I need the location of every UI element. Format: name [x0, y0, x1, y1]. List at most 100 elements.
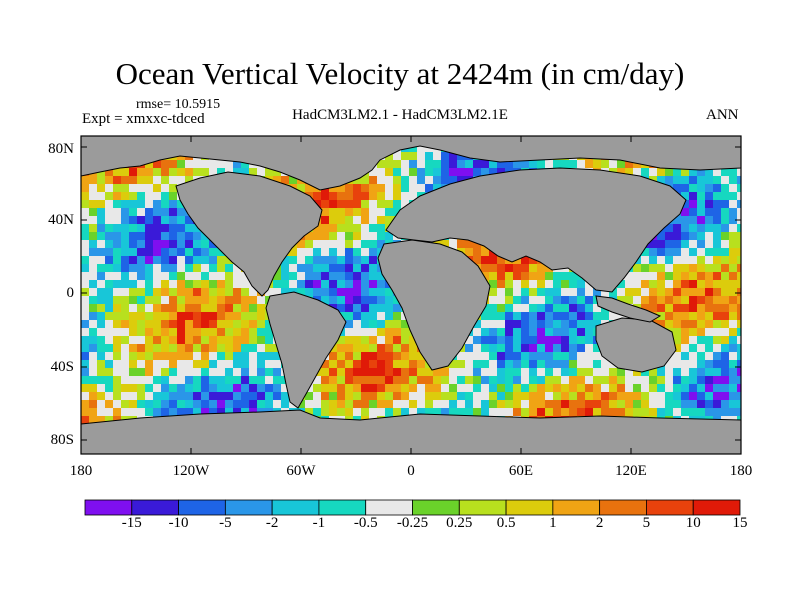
field-cell: [537, 408, 546, 417]
field-cell: [153, 360, 162, 369]
field-cell: [401, 168, 410, 177]
field-cell: [617, 376, 626, 385]
field-cell: [577, 336, 586, 345]
field-cell: [465, 368, 474, 377]
field-cell: [697, 232, 706, 241]
field-cell: [225, 360, 234, 369]
field-cell: [489, 352, 498, 361]
field-cell: [481, 384, 490, 393]
field-cell: [353, 288, 362, 297]
field-cell: [345, 192, 354, 201]
field-cell: [281, 384, 290, 393]
field-cell: [361, 296, 370, 305]
colorbar-label: -15: [121, 515, 142, 531]
field-cell: [625, 408, 634, 417]
field-cell: [545, 304, 554, 313]
field-cell: [449, 360, 458, 369]
field-cell: [369, 176, 378, 185]
field-cell: [329, 376, 338, 385]
field-cell: [113, 368, 122, 377]
field-cell: [129, 400, 138, 409]
field-cell: [193, 336, 202, 345]
field-cell: [169, 240, 178, 249]
field-cell: [465, 344, 474, 353]
field-cell: [385, 296, 394, 305]
field-cell: [97, 200, 106, 209]
field-cell: [577, 296, 586, 305]
field-cell: [169, 208, 178, 217]
field-cell: [281, 272, 290, 281]
field-cell: [409, 392, 418, 401]
field-cell: [513, 360, 522, 369]
field-cell: [129, 272, 138, 281]
field-cell: [145, 352, 154, 361]
colorbar-label: -5: [219, 515, 232, 531]
field-cell: [409, 144, 418, 153]
field-cell: [81, 240, 90, 249]
field-cell: [721, 368, 730, 377]
field-cell: [561, 368, 570, 377]
field-cell: [225, 296, 234, 305]
field-cell: [689, 232, 698, 241]
field-cell: [345, 328, 354, 337]
field-cell: [153, 288, 162, 297]
field-cell: [377, 408, 386, 417]
field-cell: [113, 344, 122, 353]
field-cell: [425, 392, 434, 401]
lat-tick-label: 80S: [50, 432, 74, 448]
field-cell: [401, 352, 410, 361]
field-cell: [489, 288, 498, 297]
field-cell: [217, 376, 226, 385]
field-cell: [705, 304, 714, 313]
field-cell: [505, 288, 514, 297]
field-cell: [121, 288, 130, 297]
colorbar-swatch: [412, 499, 460, 516]
field-cell: [721, 192, 730, 201]
field-cell: [153, 280, 162, 289]
field-cell: [633, 280, 642, 289]
field-cell: [113, 192, 122, 201]
field-cell: [697, 288, 706, 297]
field-cell: [505, 400, 514, 409]
field-cell: [369, 280, 378, 289]
field-cell: [729, 208, 738, 217]
field-cell: [145, 288, 154, 297]
field-cell: [513, 288, 522, 297]
field-cell: [505, 360, 514, 369]
field-cell: [673, 360, 682, 369]
field-cell: [161, 216, 170, 225]
field-cell: [321, 208, 330, 217]
field-cell: [241, 392, 250, 401]
field-cell: [161, 288, 170, 297]
field-cell: [225, 272, 234, 281]
field-cell: [697, 192, 706, 201]
field-cell: [385, 312, 394, 321]
field-cell: [113, 376, 122, 385]
field-cell: [417, 360, 426, 369]
field-cell: [177, 248, 186, 257]
field-cell: [217, 304, 226, 313]
field-cell: [89, 416, 98, 425]
field-cell: [681, 224, 690, 233]
field-cell: [681, 392, 690, 401]
field-cell: [425, 168, 434, 177]
field-cell: [377, 192, 386, 201]
field-cell: [161, 304, 170, 313]
colorbar-swatch: [224, 499, 273, 516]
field-cell: [369, 376, 378, 385]
field-cell: [673, 280, 682, 289]
field-cell: [529, 360, 538, 369]
field-cell: [361, 328, 370, 337]
field-cell: [401, 400, 410, 409]
field-cell: [289, 264, 298, 273]
field-cell: [369, 240, 378, 249]
field-cell: [721, 408, 730, 417]
field-cell: [545, 352, 554, 361]
field-cell: [521, 280, 530, 289]
field-cell: [721, 312, 730, 321]
field-cell: [129, 344, 138, 353]
field-cell: [593, 160, 602, 169]
field-cell: [417, 144, 426, 153]
field-cell: [217, 400, 226, 409]
field-cell: [353, 320, 362, 329]
